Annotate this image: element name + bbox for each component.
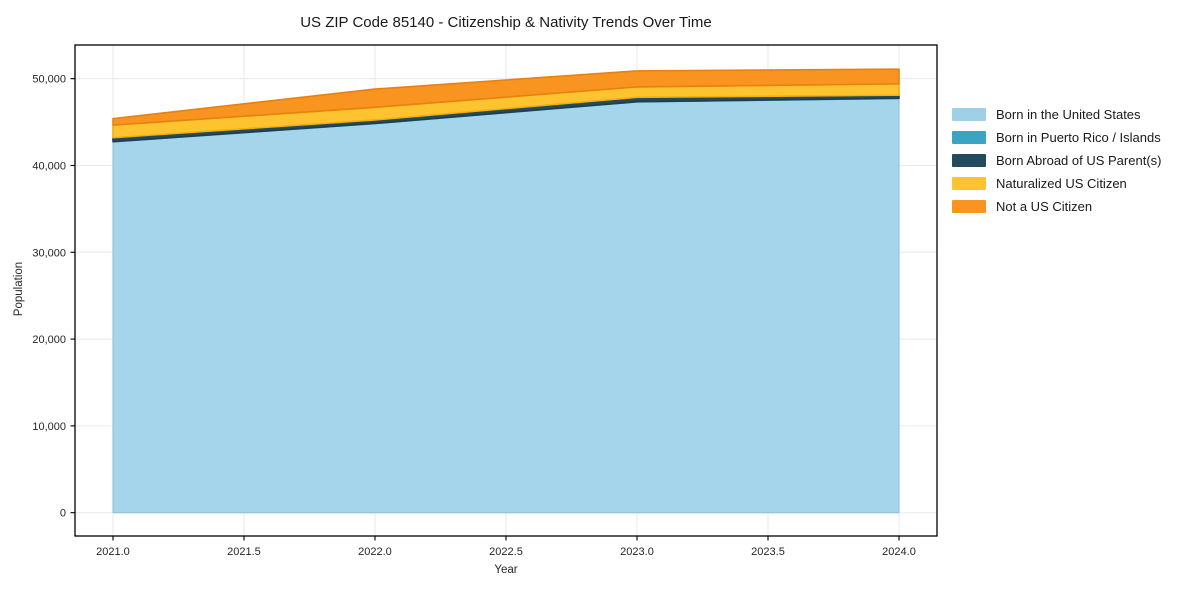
- legend-swatch-icon: [952, 108, 986, 121]
- y-tick-label: 30,000: [32, 247, 66, 259]
- x-tick-label: 2023.5: [751, 546, 785, 558]
- y-tick-label: 10,000: [32, 421, 66, 433]
- area-series-0: [112, 98, 900, 514]
- legend-swatch-icon: [952, 131, 986, 144]
- x-tick-label: 2024.0: [882, 546, 916, 558]
- x-tick-label: 2021.0: [96, 546, 130, 558]
- chart-title: US ZIP Code 85140 - Citizenship & Nativi…: [300, 14, 712, 31]
- legend-label: Naturalized US Citizen: [996, 176, 1127, 191]
- legend: Born in the United States Born in Puerto …: [952, 103, 1161, 218]
- x-tick-label: 2023.0: [620, 546, 654, 558]
- x-tick-label: 2022.5: [489, 546, 523, 558]
- y-tick-label: 40,000: [32, 160, 66, 172]
- legend-item-2: Born Abroad of US Parent(s): [952, 149, 1161, 172]
- y-tick-label: 20,000: [32, 334, 66, 346]
- legend-item-0: Born in the United States: [952, 103, 1161, 126]
- legend-item-4: Not a US Citizen: [952, 195, 1161, 218]
- y-tick-label: 0: [60, 508, 66, 520]
- legend-item-1: Born in Puerto Rico / Islands: [952, 126, 1161, 149]
- x-tick-label: 2022.0: [358, 546, 392, 558]
- legend-label: Born Abroad of US Parent(s): [996, 153, 1162, 168]
- x-axis-label: Year: [494, 564, 518, 576]
- legend-item-3: Naturalized US Citizen: [952, 172, 1161, 195]
- legend-swatch-icon: [952, 200, 986, 213]
- y-tick-label: 50,000: [32, 74, 66, 86]
- x-tick-label: 2021.5: [227, 546, 261, 558]
- area-series-4: [112, 68, 900, 126]
- legend-swatch-icon: [952, 177, 986, 190]
- legend-label: Not a US Citizen: [996, 199, 1093, 214]
- legend-swatch-icon: [952, 154, 986, 167]
- legend-label: Born in the United States: [996, 107, 1141, 122]
- legend-label: Born in Puerto Rico / Islands: [996, 130, 1161, 145]
